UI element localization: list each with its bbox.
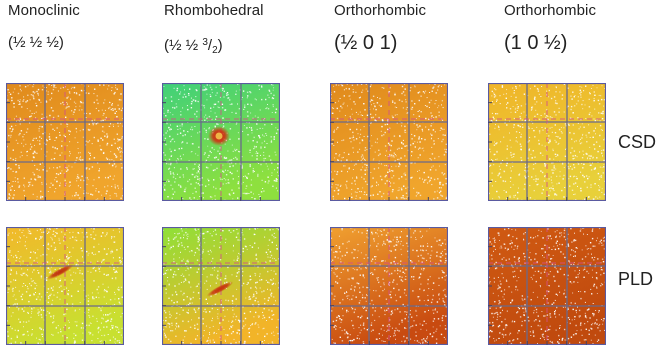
map-pld-monoclinic — [6, 227, 124, 345]
noise-speckle — [488, 83, 606, 201]
map-csd-orthorhombic-1 — [330, 83, 448, 201]
row-label-csd: CSD — [618, 132, 657, 152]
map-pld-orthorhombic-1 — [330, 227, 448, 345]
row-label-pld: PLD — [618, 269, 654, 289]
diffraction-streak — [46, 264, 74, 280]
hkl-index: (½ ½ 3/2) — [164, 37, 223, 56]
dashed-reference-lines — [6, 83, 124, 201]
map-csd-rhombohedral — [162, 83, 280, 201]
axis-ticks — [330, 246, 429, 345]
axis-ticks — [162, 246, 261, 345]
column-header-orthorhombic-2: Orthorhombic (1 0 ½) — [504, 0, 596, 56]
map-pld-orthorhombic-2 — [488, 227, 606, 345]
map-csd-monoclinic — [6, 83, 124, 201]
noise-speckle — [162, 83, 280, 201]
dashed-reference-lines — [6, 227, 124, 345]
dashed-reference-lines — [330, 83, 448, 201]
phase-name: Orthorhombic — [504, 2, 597, 19]
noise-speckle — [330, 227, 448, 345]
phase-name: Orthorhombic — [334, 2, 427, 19]
phase-name: Rhombohedral — [164, 2, 264, 19]
dashed-reference-lines — [488, 227, 606, 345]
hkl-index: (½ 0 1) — [334, 32, 398, 54]
column-header-monoclinic: Monoclinic (½ ½ ½) — [8, 0, 80, 56]
hkl-index: (½ ½ ½) — [8, 34, 64, 51]
diffraction-streak — [206, 281, 234, 297]
noise-speckle — [6, 83, 124, 201]
phase-name: Monoclinic — [8, 2, 80, 19]
dashed-reference-lines — [330, 227, 448, 345]
axis-ticks — [488, 102, 587, 201]
noise-speckle — [162, 227, 280, 345]
axis-ticks — [6, 102, 105, 201]
axis-ticks — [6, 246, 105, 345]
noise-speckle — [6, 227, 124, 345]
column-header-rhombohedral: Rhombohedral (½ ½ 3/2) — [164, 0, 264, 64]
noise-speckle — [488, 227, 606, 345]
column-header-orthorhombic-1: Orthorhombic (½ 0 1) — [334, 0, 426, 56]
hkl-index: (1 0 ½) — [504, 32, 568, 54]
axis-ticks — [330, 102, 429, 201]
map-csd-orthorhombic-2 — [488, 83, 606, 201]
axis-ticks — [488, 246, 587, 345]
map-pld-rhombohedral — [162, 227, 280, 345]
axis-ticks — [162, 102, 261, 201]
diffraction-spot-core — [215, 132, 223, 140]
grid-lines — [330, 227, 448, 345]
dashed-reference-lines — [488, 83, 606, 201]
